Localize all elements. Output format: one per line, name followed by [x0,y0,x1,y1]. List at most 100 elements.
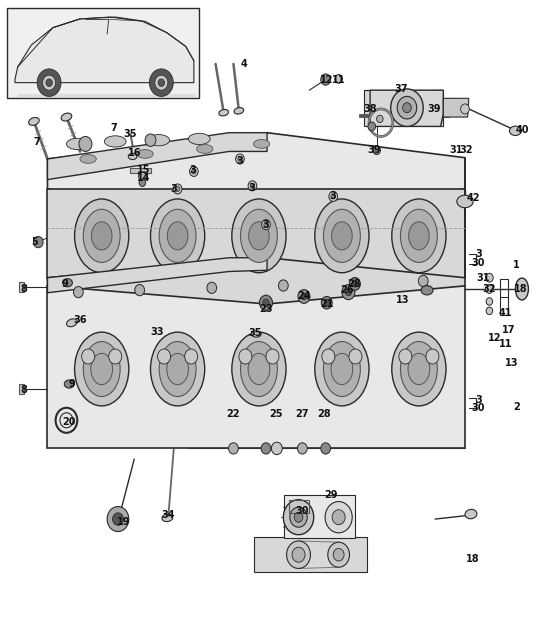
Circle shape [33,237,43,247]
Text: 33: 33 [151,327,164,337]
Text: 34: 34 [162,511,175,521]
Ellipse shape [510,126,522,136]
Text: 3: 3 [189,165,196,175]
Circle shape [332,510,345,525]
Ellipse shape [251,331,261,337]
Circle shape [349,349,362,364]
Ellipse shape [234,107,244,114]
Circle shape [298,443,307,454]
Ellipse shape [189,133,210,144]
Circle shape [262,220,270,230]
Bar [7,8,199,99]
Circle shape [321,74,330,85]
Circle shape [107,507,129,531]
Text: 8: 8 [21,284,28,294]
Circle shape [264,222,268,227]
Circle shape [486,307,493,315]
Ellipse shape [315,199,369,273]
Text: 2: 2 [513,401,520,411]
Polygon shape [443,99,469,117]
Polygon shape [47,189,465,278]
Polygon shape [15,17,194,83]
Circle shape [190,166,198,176]
Circle shape [271,442,282,455]
Text: 28: 28 [317,409,331,419]
Ellipse shape [409,222,429,250]
Bar [359,114,449,117]
Text: 12: 12 [320,75,334,85]
Text: 41: 41 [499,308,512,318]
Text: 31: 31 [449,145,463,155]
Ellipse shape [315,332,369,406]
Circle shape [139,179,146,187]
Ellipse shape [159,342,196,396]
Circle shape [350,278,360,289]
Ellipse shape [232,332,286,406]
Ellipse shape [392,199,446,273]
Ellipse shape [29,117,39,126]
Ellipse shape [83,342,120,396]
Circle shape [109,349,122,364]
Ellipse shape [80,154,96,163]
Text: 3: 3 [237,156,243,166]
Circle shape [79,136,92,151]
Ellipse shape [421,286,433,295]
Text: 13: 13 [505,358,519,368]
Circle shape [397,97,417,119]
Ellipse shape [150,332,205,406]
Bar [435,90,443,126]
Circle shape [325,502,352,533]
Circle shape [192,169,196,174]
Text: 13: 13 [396,295,409,305]
Circle shape [149,69,173,97]
Polygon shape [47,133,465,214]
Circle shape [43,75,56,90]
Circle shape [248,181,257,191]
Text: 11: 11 [499,339,512,349]
Circle shape [324,300,329,306]
Circle shape [278,280,288,291]
Text: 17: 17 [501,325,515,335]
Ellipse shape [137,149,153,158]
Text: 7: 7 [111,122,118,133]
Ellipse shape [240,342,277,396]
Text: 9: 9 [62,279,69,289]
Ellipse shape [392,332,446,406]
Text: 3: 3 [263,220,269,230]
Circle shape [290,507,307,527]
Ellipse shape [148,134,169,146]
Polygon shape [47,257,267,293]
Text: 30: 30 [472,257,485,268]
Text: 14: 14 [137,173,150,183]
Circle shape [37,69,61,97]
Text: 5: 5 [32,237,38,247]
Ellipse shape [197,144,213,153]
Ellipse shape [61,113,72,121]
Text: 18: 18 [467,554,480,564]
Text: 20: 20 [63,416,76,426]
Ellipse shape [105,136,126,147]
Circle shape [207,282,217,293]
Ellipse shape [249,222,269,250]
Text: 38: 38 [364,104,377,114]
Circle shape [185,349,198,364]
Polygon shape [47,286,465,448]
Circle shape [426,349,439,364]
Ellipse shape [219,109,228,116]
Bar [253,537,367,571]
Circle shape [486,273,493,282]
Ellipse shape [465,509,477,519]
Circle shape [138,172,146,181]
Text: 30: 30 [472,403,485,413]
Circle shape [283,500,314,534]
Circle shape [322,349,335,364]
Circle shape [329,192,337,202]
Ellipse shape [66,138,88,149]
Circle shape [331,194,335,199]
Ellipse shape [63,279,72,287]
Circle shape [263,299,269,306]
Ellipse shape [75,199,129,273]
Text: 8: 8 [21,385,28,395]
Ellipse shape [64,380,74,388]
Text: 26: 26 [341,285,354,295]
